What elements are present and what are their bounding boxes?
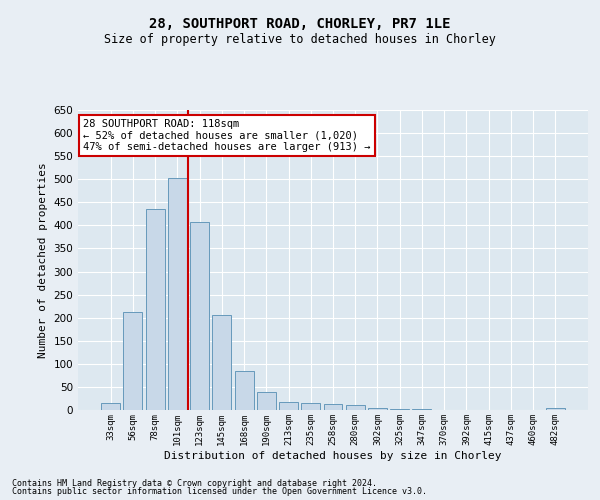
Bar [346, 406, 365, 410]
Text: Contains HM Land Registry data © Crown copyright and database right 2024.: Contains HM Land Registry data © Crown c… [12, 478, 377, 488]
Text: 28 SOUTHPORT ROAD: 118sqm
← 52% of detached houses are smaller (1,020)
47% of se: 28 SOUTHPORT ROAD: 118sqm ← 52% of detac… [83, 119, 371, 152]
Text: 28, SOUTHPORT ROAD, CHORLEY, PR7 1LE: 28, SOUTHPORT ROAD, CHORLEY, PR7 1LE [149, 18, 451, 32]
Bar [279, 402, 298, 410]
Bar [257, 392, 276, 410]
Bar [390, 408, 409, 410]
Bar [301, 403, 320, 410]
Text: Size of property relative to detached houses in Chorley: Size of property relative to detached ho… [104, 32, 496, 46]
Bar [235, 371, 254, 410]
Bar [101, 403, 120, 410]
Bar [190, 222, 209, 410]
X-axis label: Distribution of detached houses by size in Chorley: Distribution of detached houses by size … [164, 450, 502, 460]
Bar [146, 209, 164, 410]
Text: Contains public sector information licensed under the Open Government Licence v3: Contains public sector information licen… [12, 487, 427, 496]
Y-axis label: Number of detached properties: Number of detached properties [38, 162, 48, 358]
Bar [323, 404, 343, 410]
Bar [124, 312, 142, 410]
Bar [368, 408, 387, 410]
Bar [412, 409, 431, 410]
Bar [168, 178, 187, 410]
Bar [546, 408, 565, 410]
Bar [212, 316, 231, 410]
